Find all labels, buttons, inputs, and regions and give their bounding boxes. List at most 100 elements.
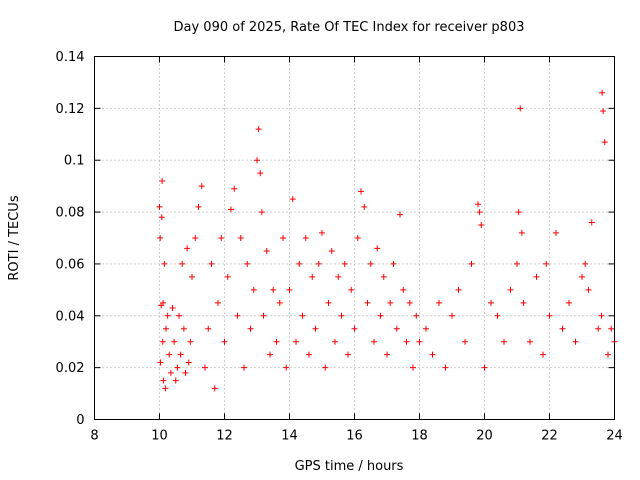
data-point xyxy=(374,245,381,252)
data-point xyxy=(276,299,283,306)
data-point xyxy=(309,273,316,280)
data-point xyxy=(302,235,309,241)
data-point xyxy=(520,299,527,306)
data-point xyxy=(182,369,189,376)
data-point xyxy=(361,203,368,210)
x-tick-label: 14 xyxy=(281,429,298,444)
data-point xyxy=(270,286,277,293)
data-point xyxy=(312,325,319,332)
data-point xyxy=(515,209,522,216)
data-point xyxy=(315,260,322,267)
data-point xyxy=(371,338,377,345)
y-tick-label: 0.12 xyxy=(56,102,85,117)
data-point xyxy=(517,105,524,112)
data-point xyxy=(250,286,257,293)
x-tick-label: 24 xyxy=(606,429,623,444)
data-point xyxy=(455,286,462,293)
data-point xyxy=(608,325,615,332)
data-point xyxy=(540,351,546,358)
data-point xyxy=(380,273,387,280)
x-tick-label: 12 xyxy=(216,429,233,444)
data-point xyxy=(481,364,488,371)
data-point xyxy=(179,260,186,267)
data-point xyxy=(595,325,602,332)
data-point xyxy=(160,299,167,306)
axis-ticks: 8 10 12 14 16 18 20 22 24 0 0.02 0.04 0.06 0.08 0.1 0.1… xyxy=(56,50,623,444)
data-point xyxy=(160,377,167,384)
chart-title: Day 090 of 2025, Rate Of TEC Index for r… xyxy=(174,20,525,35)
y-tick-label: 0.04 xyxy=(56,309,85,324)
data-point xyxy=(543,260,550,267)
data-point xyxy=(180,325,187,332)
data-point xyxy=(244,260,251,267)
y-tick-label: 0.08 xyxy=(56,206,85,221)
data-point xyxy=(286,286,293,293)
data-point xyxy=(241,364,247,371)
data-point xyxy=(161,260,168,267)
data-point xyxy=(507,286,514,293)
data-point xyxy=(335,273,342,280)
data-point xyxy=(601,139,608,146)
data-point xyxy=(273,338,280,345)
data-point xyxy=(237,235,244,241)
data-point xyxy=(559,325,566,332)
data-point xyxy=(159,177,166,184)
data-point xyxy=(413,312,420,319)
data-point xyxy=(224,273,231,280)
data-point xyxy=(553,229,559,236)
data-point xyxy=(397,211,403,218)
data-point xyxy=(348,286,355,293)
y-tick-label: 0.06 xyxy=(56,257,85,272)
data-point xyxy=(215,299,221,306)
data-point xyxy=(345,351,351,358)
data-point xyxy=(169,305,176,312)
data-point xyxy=(228,206,234,213)
data-point xyxy=(367,260,374,267)
data-point xyxy=(351,325,358,332)
data-point xyxy=(162,385,169,392)
data-point xyxy=(566,299,572,306)
data-point xyxy=(218,235,225,241)
data-point xyxy=(234,312,241,319)
data-point xyxy=(328,247,335,254)
data-point xyxy=(393,325,400,332)
data-point xyxy=(358,188,364,195)
x-tick-label: 20 xyxy=(476,429,493,444)
data-point xyxy=(157,359,164,366)
data-point xyxy=(306,351,312,358)
data-point xyxy=(514,260,520,267)
grid-layer xyxy=(94,56,615,420)
data-point xyxy=(387,299,394,306)
data-point xyxy=(403,338,410,345)
data-point xyxy=(156,203,163,210)
data-point xyxy=(296,260,303,267)
data-point xyxy=(600,107,607,114)
data-point xyxy=(494,312,501,319)
data-point xyxy=(189,273,195,280)
data-point xyxy=(263,247,270,254)
y-tick-label: 0 xyxy=(76,413,84,428)
data-point xyxy=(267,351,273,358)
data-point xyxy=(166,351,173,358)
data-point xyxy=(211,385,218,392)
data-point xyxy=(377,312,384,319)
data-point xyxy=(257,170,264,177)
data-point xyxy=(192,235,199,241)
data-point xyxy=(338,312,345,319)
data-point xyxy=(187,338,194,345)
data-point xyxy=(208,260,215,267)
data-point xyxy=(157,235,164,241)
data-point xyxy=(518,229,525,236)
data-point xyxy=(442,364,449,371)
data-point xyxy=(167,369,174,376)
data-point xyxy=(171,338,178,345)
data-points xyxy=(156,89,618,392)
data-point xyxy=(476,209,483,216)
data-point xyxy=(605,351,611,358)
data-point xyxy=(322,364,329,371)
data-point xyxy=(280,235,286,241)
data-point xyxy=(436,299,442,306)
x-tick-label: 22 xyxy=(541,429,558,444)
data-point xyxy=(468,260,475,267)
data-point xyxy=(475,201,481,208)
